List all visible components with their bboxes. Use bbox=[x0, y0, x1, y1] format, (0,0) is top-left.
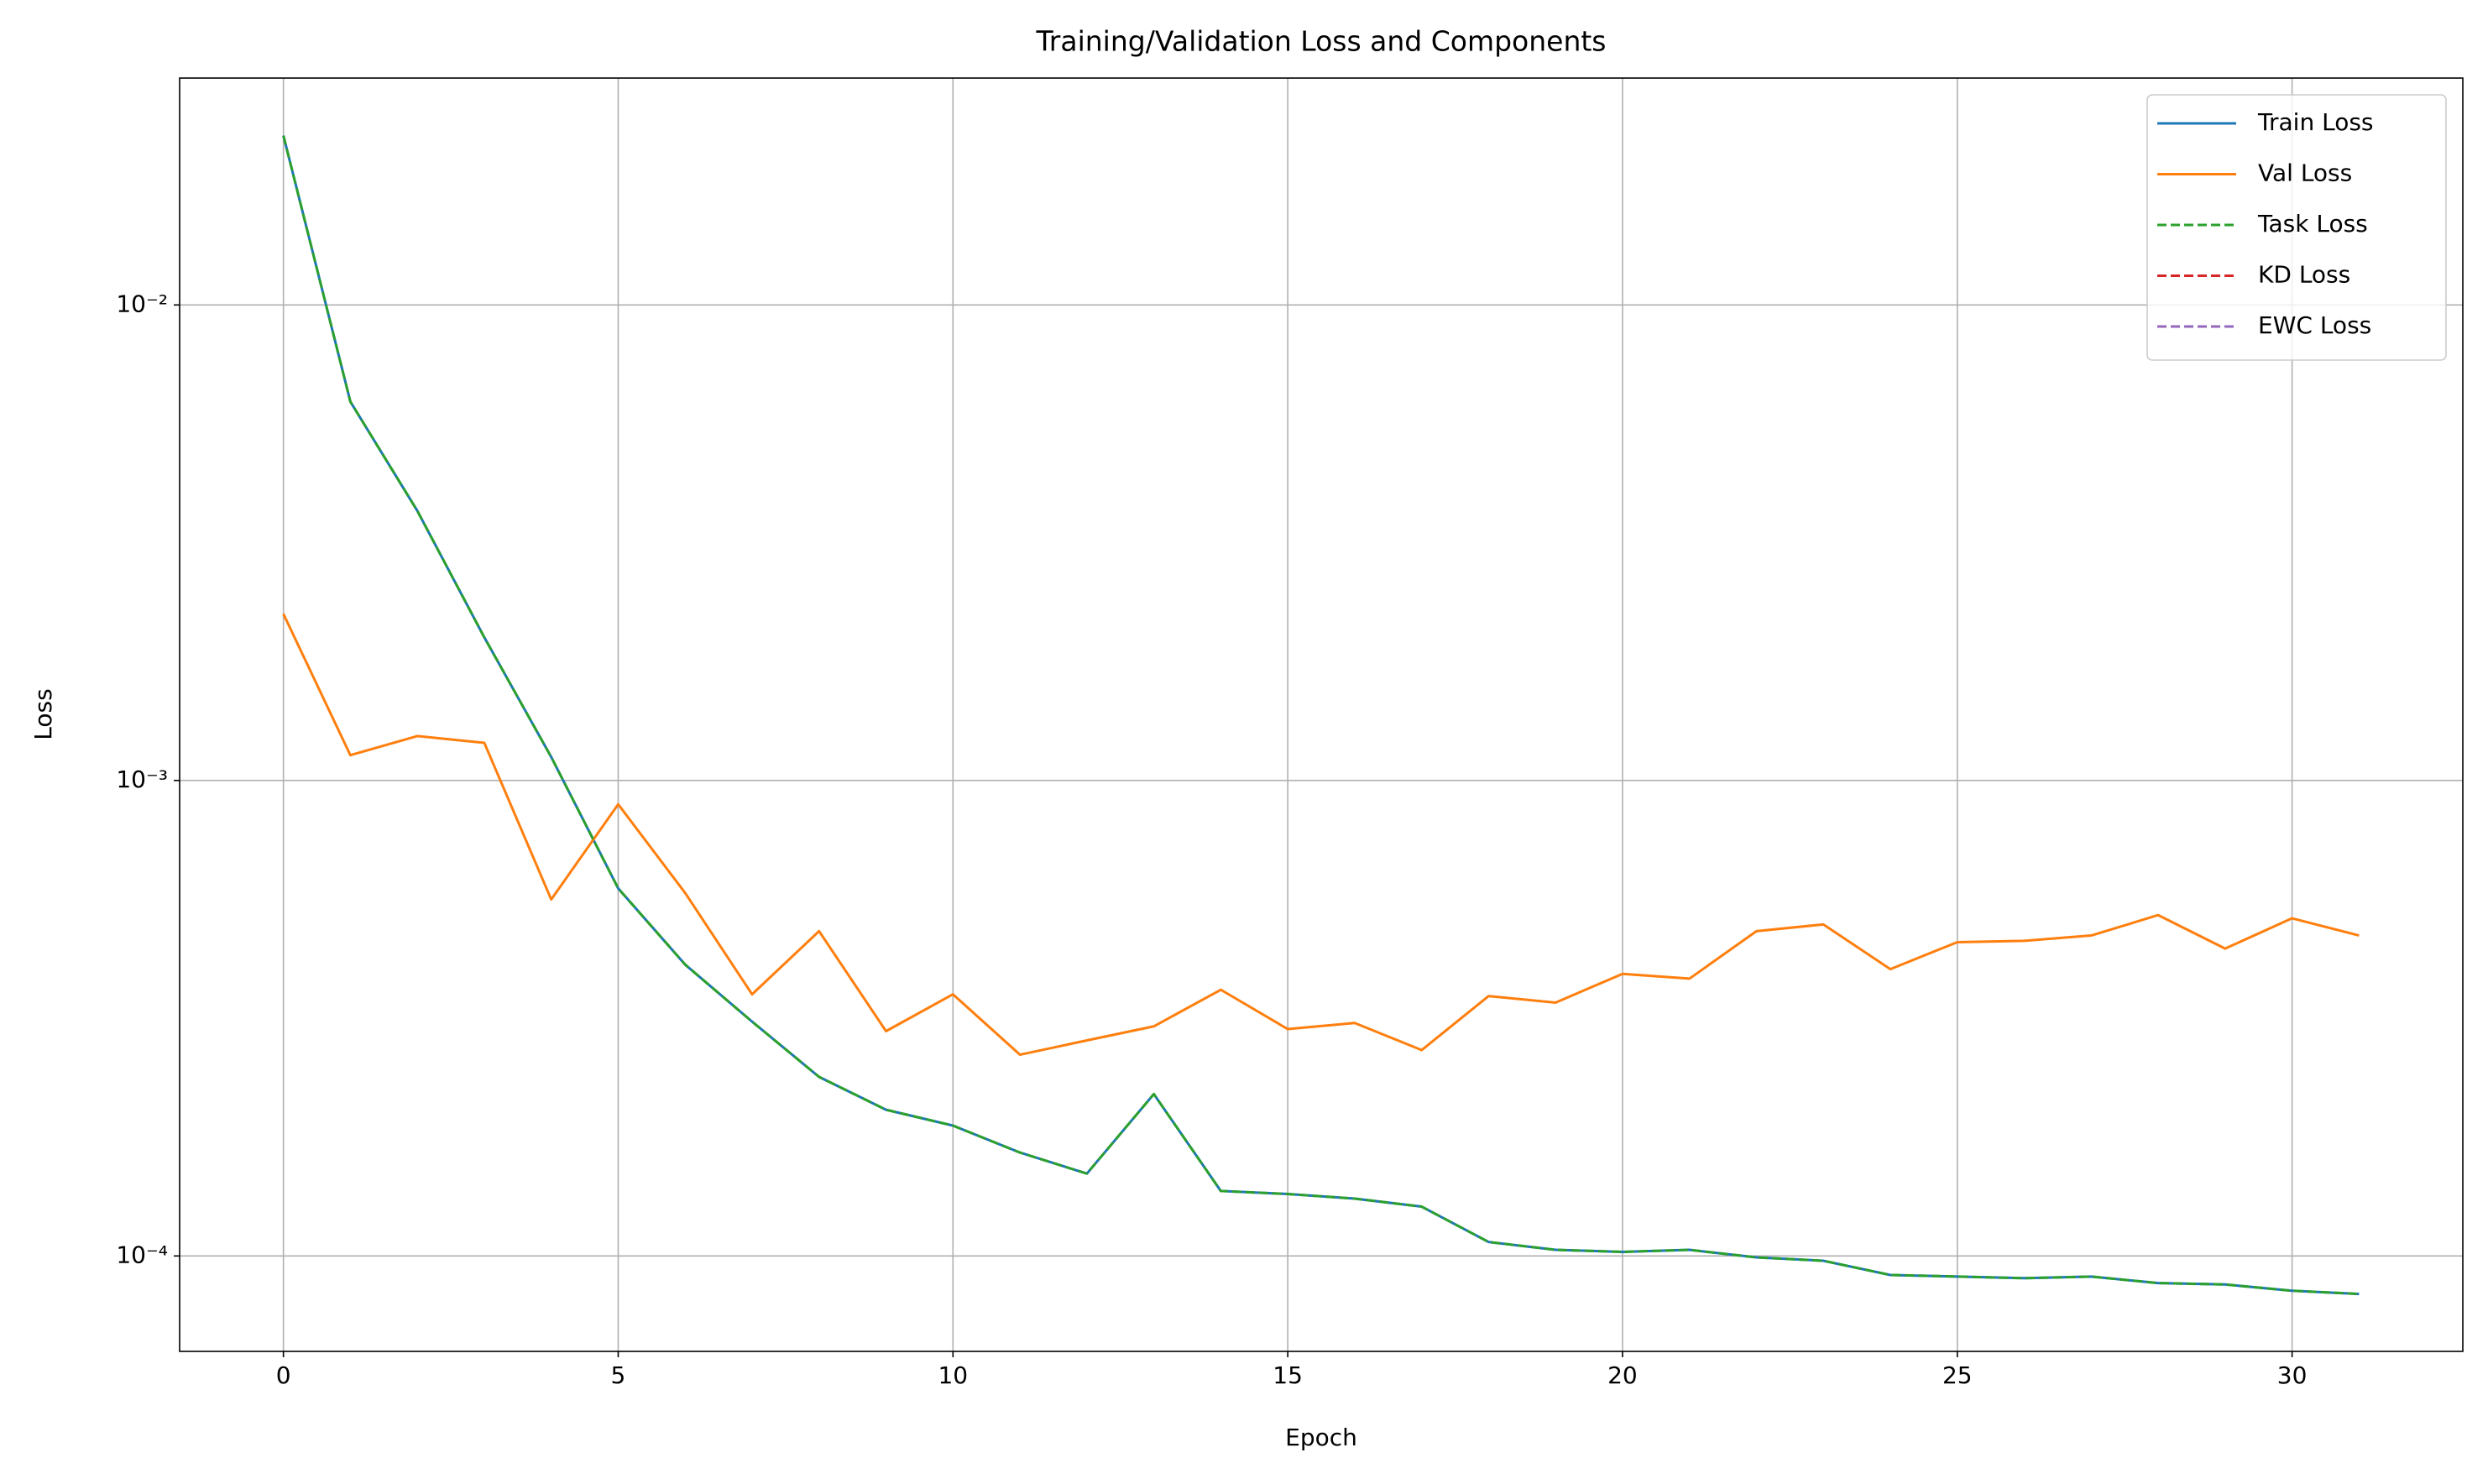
plot-frame bbox=[179, 77, 2464, 1352]
x-tick-label: 25 bbox=[1942, 1361, 1973, 1389]
y-tick-label: 10⁻² bbox=[116, 290, 168, 317]
x-tick-label: 5 bbox=[611, 1361, 626, 1389]
x-axis-label: Epoch bbox=[1285, 1424, 1357, 1451]
legend-label: Val Loss bbox=[2258, 159, 2352, 187]
data-line bbox=[282, 135, 2360, 1296]
legend-label: KD Loss bbox=[2258, 261, 2350, 289]
legend-box bbox=[2146, 94, 2447, 361]
legend-label: Train Loss bbox=[2257, 108, 2374, 136]
x-tick-label: 15 bbox=[1273, 1361, 1303, 1389]
y-axis-label: Loss bbox=[29, 688, 57, 739]
x-tick-label: 10 bbox=[938, 1361, 968, 1389]
x-tick-label: 20 bbox=[1607, 1361, 1638, 1389]
data-line bbox=[282, 613, 2360, 1057]
y-tick-label: 10⁻³ bbox=[116, 766, 168, 793]
legend-label: Task Loss bbox=[2257, 210, 2368, 238]
x-tick-label: 30 bbox=[2277, 1361, 2308, 1389]
y-tick-label: 10⁻⁴ bbox=[116, 1241, 168, 1268]
legend-label: EWC Loss bbox=[2258, 311, 2371, 339]
chart-title: Training/Validation Loss and Components bbox=[1036, 25, 1607, 58]
x-tick-label: 0 bbox=[276, 1361, 291, 1389]
